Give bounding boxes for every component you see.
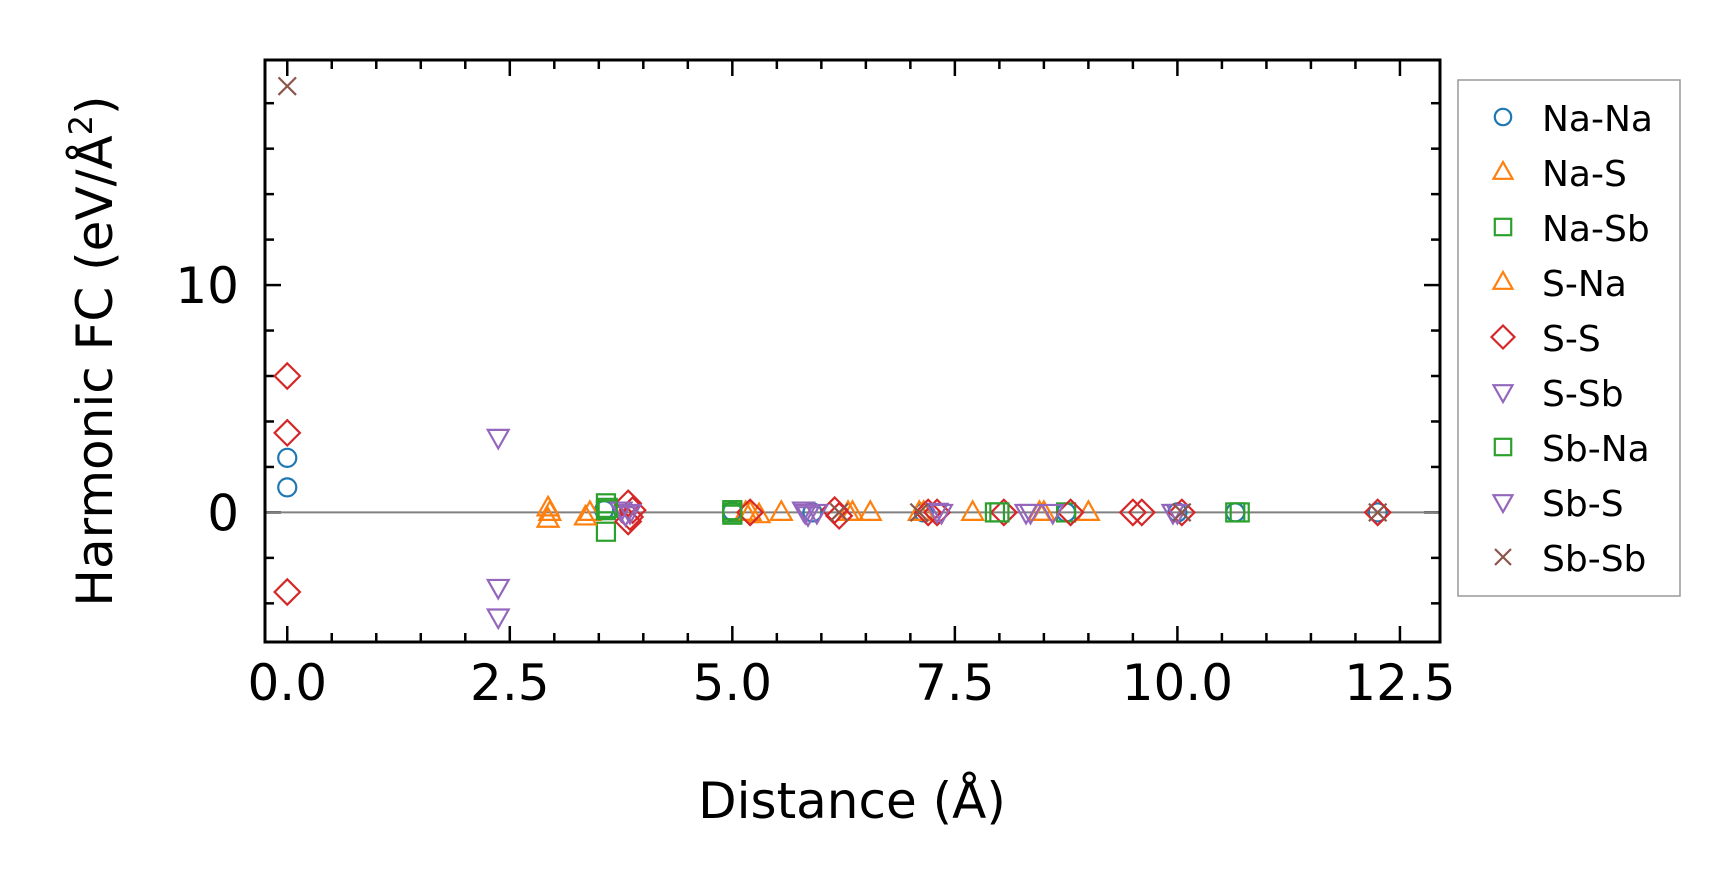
legend-marker [1491,494,1515,515]
legend-label: Na-Na [1542,99,1653,140]
x-tick-label: 7.5 [915,654,995,712]
data-point [617,503,643,526]
legend-item: Sb-Na [1493,429,1650,470]
series-S-S [273,361,1392,607]
legend-marker [1493,217,1513,237]
plot-frame [263,58,1442,644]
data-point [485,428,511,451]
points-layer [273,76,1392,631]
legend-item: Sb-S [1491,484,1624,525]
x-axis-title: Distance (Å) [698,772,1006,830]
data-point [746,501,772,524]
y-tick-label: 10 [175,257,239,315]
data-point [597,497,618,518]
data-point [722,502,743,523]
data-point [277,477,298,498]
data-point [829,502,849,522]
legend-item: S-Sb [1491,374,1624,415]
legend-label: Na-Sb [1542,209,1650,250]
y-axis-title-main: Harmonic FC (eV/Å [66,135,124,606]
legend-item: Na-Na [1493,99,1653,140]
data-point [573,503,598,526]
x-tick-label: 0.0 [247,654,327,712]
data-point [1229,502,1250,523]
legend-marker [1494,548,1512,566]
legend-marker [1493,437,1513,457]
legend-label: Sb-S [1542,484,1624,525]
data-point [1363,498,1392,527]
data-point [613,506,638,528]
x-tick-label: 2.5 [470,654,550,712]
data-point [613,489,643,518]
data-point [792,503,818,526]
tick-labels-layer: 0.0 2.5 5.0 7.5 10.0 12.5 0 10 [175,257,1455,712]
legend-label: S-Na [1542,264,1627,305]
legend-label: S-S [1542,319,1601,360]
legend-frame [1457,79,1681,597]
legend-marker [1493,107,1513,127]
data-point [273,361,302,391]
data-point [1172,502,1192,522]
data-point [485,578,511,601]
legend-label: Sb-Sb [1542,539,1646,580]
y-axis-title: Harmonic FC (eV/Å2) [62,95,124,606]
data-point [1040,503,1066,526]
legend-item: Na-Sb [1493,209,1650,250]
data-point [1367,502,1388,523]
legend-items: Na-Na Na-S Na-Sb S-Na S-S S-Sb Sb-Na Sb-S Sb-Sb [1489,99,1653,580]
data-point [615,502,645,532]
legend-item: Sb-Sb [1494,539,1646,580]
legend-item: S-S [1489,319,1601,360]
legend-label: S-Sb [1542,374,1624,415]
y-tick-label: 0 [207,484,239,542]
data-point [768,499,794,521]
data-point [577,499,603,521]
data-point [273,577,302,607]
legend-label: Sb-Na [1542,429,1650,470]
data-point [1076,499,1101,521]
data-point [857,499,883,521]
data-point [273,418,302,448]
data-point [1167,498,1197,527]
legend-marker [1491,269,1515,290]
data-point [277,447,298,468]
data-point [737,499,763,521]
data-point [929,503,954,526]
legend-marker [1491,159,1515,180]
y-axis-title-sup: 2 [62,115,100,135]
data-point [537,499,563,521]
y-axis-title-close: ) [66,95,124,115]
series-Sb-S [617,502,1190,526]
legend: Na-Na Na-S Na-Sb S-Na S-S S-Sb Sb-Na Sb-S Sb-Sb [1457,79,1681,597]
data-point [595,521,617,542]
data-point [989,502,1010,523]
legend-marker [1489,323,1517,351]
data-point [1368,502,1388,522]
data-point [960,499,986,521]
data-point [1013,503,1039,526]
data-point [913,498,943,527]
data-point [535,505,561,528]
data-point [824,501,854,531]
x-tick-label: 5.0 [693,654,773,712]
data-point [989,498,1019,527]
data-point [906,499,932,521]
legend-marker [1491,384,1515,405]
x-tick-label: 10.0 [1122,654,1233,712]
series-Sb-Na [597,497,1250,523]
legend-item: Na-S [1491,154,1627,195]
data-point [909,502,929,522]
data-point [924,502,950,525]
ticks-layer [265,60,1440,642]
data-point [1127,498,1157,527]
series-S-Sb [485,428,1186,631]
series-Sb-Sb [277,76,1388,522]
legend-item: S-Na [1491,264,1627,305]
legend-label: Na-S [1542,154,1627,195]
data-point [277,76,297,96]
data-point [485,608,511,631]
x-tick-label: 12.5 [1344,654,1455,712]
data-point [1118,498,1148,527]
